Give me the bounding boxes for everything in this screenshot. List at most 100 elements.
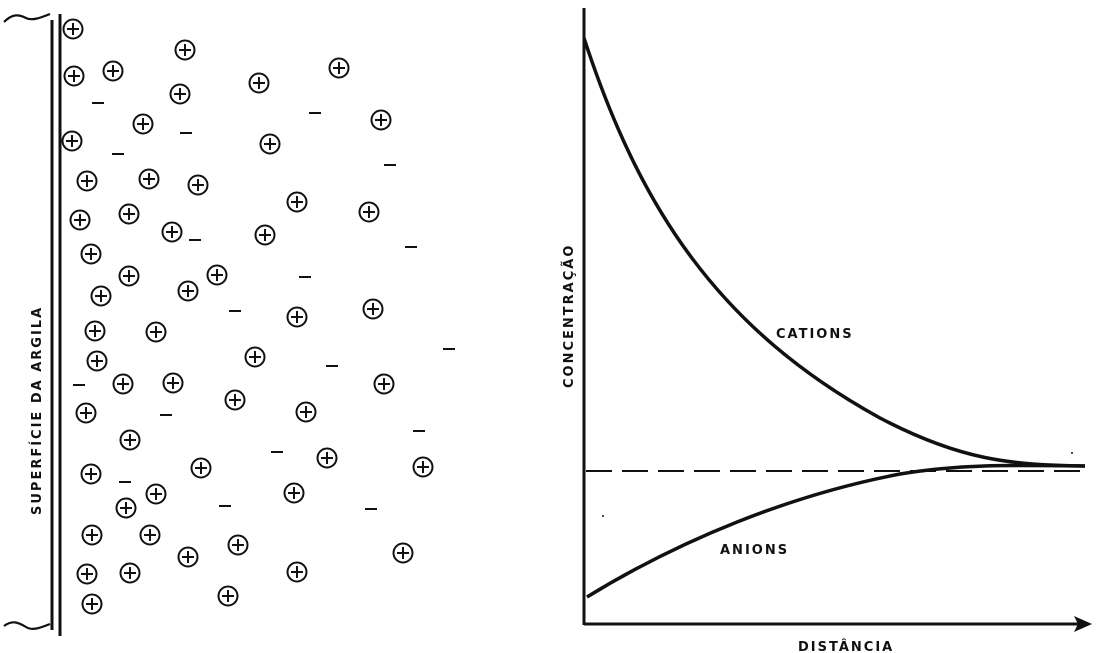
cation-plus-sign xyxy=(80,407,92,419)
cation-plus-sign xyxy=(192,179,204,191)
cation-symbol xyxy=(80,243,102,265)
cation-symbol xyxy=(61,130,83,152)
cation-symbol xyxy=(358,201,380,223)
cation-symbol xyxy=(328,57,350,79)
cation-symbol xyxy=(286,561,308,583)
cation-plus-sign xyxy=(174,88,186,100)
cation-plus-sign xyxy=(264,138,276,150)
cation-symbol xyxy=(362,298,384,320)
cation-plus-sign xyxy=(179,44,191,56)
cation-symbol xyxy=(224,389,246,411)
cation-symbol xyxy=(86,350,108,372)
cation-symbol xyxy=(286,191,308,213)
cation-plus-sign xyxy=(144,529,156,541)
cation-plus-sign xyxy=(232,539,244,551)
cation-symbol xyxy=(283,482,305,504)
cation-symbol xyxy=(90,285,112,307)
cation-symbol xyxy=(177,546,199,568)
cation-plus-sign xyxy=(300,406,312,418)
cation-symbol xyxy=(118,265,140,287)
cation-symbol xyxy=(187,174,209,196)
cation-symbol xyxy=(69,209,91,231)
cation-plus-sign xyxy=(167,377,179,389)
cation-plus-sign xyxy=(367,303,379,315)
cation-symbol xyxy=(81,593,103,615)
cation-plus-sign xyxy=(74,214,86,226)
cation-plus-sign xyxy=(150,488,162,500)
cation-symbol xyxy=(169,83,191,105)
cation-plus-sign xyxy=(222,590,234,602)
cation-symbol xyxy=(412,456,434,478)
cation-symbol xyxy=(248,72,270,94)
cation-plus-sign xyxy=(120,502,132,514)
clay-surface-panel: SUPERFÍCIE DA ARGILA xyxy=(3,12,62,636)
cation-plus-sign xyxy=(321,452,333,464)
cation-plus-sign xyxy=(291,566,303,578)
cation-symbol xyxy=(115,497,137,519)
cation-plus-sign xyxy=(249,351,261,363)
cation-plus-sign xyxy=(85,248,97,260)
cation-symbol xyxy=(392,542,414,564)
cation-symbol xyxy=(102,60,124,82)
clay-surface-label: SUPERFÍCIE DA ARGILA xyxy=(29,306,45,515)
cation-symbol xyxy=(63,65,85,87)
cation-plus-sign xyxy=(229,394,241,406)
cation-plus-sign xyxy=(288,487,300,499)
anions-curve xyxy=(586,463,1086,599)
cations-label: CATIONS xyxy=(776,327,854,342)
cation-plus-sign xyxy=(85,468,97,480)
cation-plus-sign xyxy=(211,269,223,281)
cation-plus-sign xyxy=(123,208,135,220)
cation-plus-sign xyxy=(143,173,155,185)
cation-symbol xyxy=(217,585,239,607)
cation-plus-sign xyxy=(291,196,303,208)
cation-symbol xyxy=(162,372,184,394)
cation-plus-sign xyxy=(259,229,271,241)
cation-plus-sign xyxy=(375,114,387,126)
cation-symbol xyxy=(259,133,281,155)
cation-symbol xyxy=(145,321,167,343)
cation-symbol xyxy=(62,18,84,40)
cation-plus-sign xyxy=(81,175,93,187)
cation-symbol xyxy=(84,320,106,342)
cation-symbol xyxy=(112,373,134,395)
cation-plus-sign xyxy=(150,326,162,338)
bottom-break-mark xyxy=(3,621,51,630)
cation-symbol xyxy=(119,429,141,451)
cation-symbol xyxy=(145,483,167,505)
cation-plus-sign xyxy=(182,285,194,297)
cation-plus-sign xyxy=(117,378,129,390)
cation-plus-sign xyxy=(166,226,178,238)
clay-surface-wall xyxy=(50,14,62,636)
cation-plus-sign xyxy=(253,77,265,89)
cation-symbol xyxy=(81,524,103,546)
cation-plus-sign xyxy=(89,325,101,337)
cation-plus-sign xyxy=(86,598,98,610)
ion-cloud xyxy=(61,18,455,615)
cation-plus-sign xyxy=(397,547,409,559)
cation-symbol xyxy=(119,562,141,584)
cation-plus-sign xyxy=(291,311,303,323)
cation-plus-sign xyxy=(137,118,149,130)
x-axis-label: DISTÂNCIA xyxy=(798,639,894,653)
cation-plus-sign xyxy=(417,461,429,473)
cation-plus-sign xyxy=(363,206,375,218)
cation-symbol xyxy=(286,306,308,328)
cation-plus-sign xyxy=(68,70,80,82)
cation-symbol xyxy=(80,463,102,485)
cation-plus-sign xyxy=(86,529,98,541)
cation-symbol xyxy=(373,373,395,395)
cation-symbol xyxy=(370,109,392,131)
cation-symbol xyxy=(295,401,317,423)
cation-symbol xyxy=(132,113,154,135)
cation-plus-sign xyxy=(124,567,136,579)
cation-plus-sign xyxy=(95,290,107,302)
cation-plus-sign xyxy=(195,462,207,474)
cation-symbol xyxy=(227,534,249,556)
cation-symbol xyxy=(190,457,212,479)
stray-dot xyxy=(602,515,604,517)
cation-symbol xyxy=(75,402,97,424)
anions-label: ANIONS xyxy=(720,543,789,558)
cation-symbol xyxy=(316,447,338,469)
